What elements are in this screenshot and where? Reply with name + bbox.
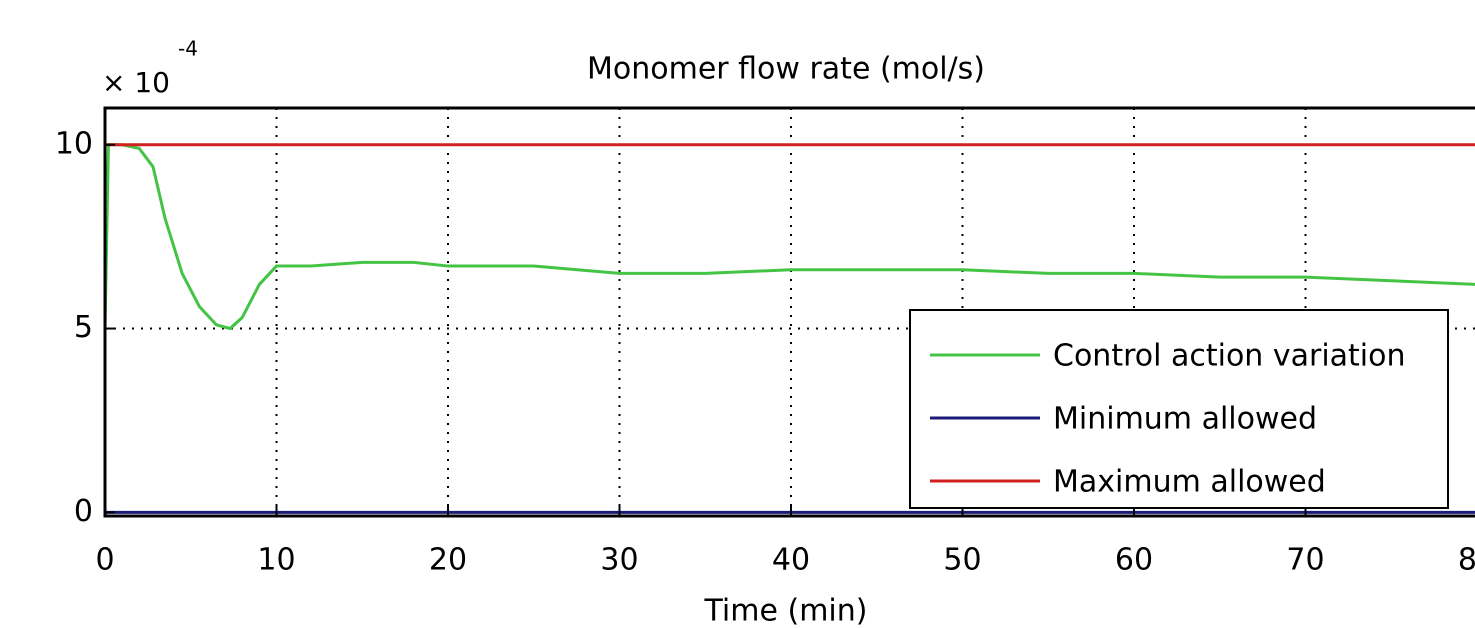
x-tick-label: 30: [600, 543, 638, 578]
legend-label: Control action variation: [1053, 339, 1406, 374]
chart-title: Monomer flow rate (mol/s): [587, 52, 985, 87]
x-tick-label: 40: [772, 543, 810, 578]
axes-box: [103, 106, 1475, 518]
x-tick-label: 0: [95, 543, 114, 578]
legend-box: [909, 309, 1449, 509]
x-axis-label: Time (min): [704, 594, 868, 628]
x-tick-label: 80: [1458, 543, 1475, 578]
y-tick-label: 10: [55, 126, 93, 161]
legend-label: Minimum allowed: [1053, 402, 1317, 437]
y-multiplier: × 10: [102, 66, 170, 99]
x-tick-label: 50: [943, 543, 981, 578]
x-tick-label: 70: [1286, 543, 1324, 578]
legend-label: Maximum allowed: [1053, 465, 1326, 500]
x-tick-label: 20: [429, 543, 467, 578]
y-tick-label: 0: [74, 494, 93, 529]
legend: Control action variation Minimum allowed M…: [909, 309, 1449, 509]
x-tick-label: 10: [257, 543, 295, 578]
y-multiplier-exponent: -4: [178, 37, 198, 61]
series-line: [105, 143, 1475, 331]
y-tick-label: 5: [74, 310, 93, 345]
x-tick-label: 60: [1115, 543, 1153, 578]
